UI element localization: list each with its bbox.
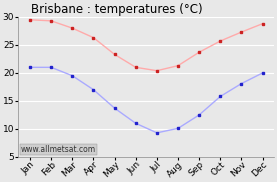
Text: www.allmetsat.com: www.allmetsat.com [21, 145, 96, 154]
Text: Brisbane : temperatures (°C): Brisbane : temperatures (°C) [31, 3, 203, 16]
